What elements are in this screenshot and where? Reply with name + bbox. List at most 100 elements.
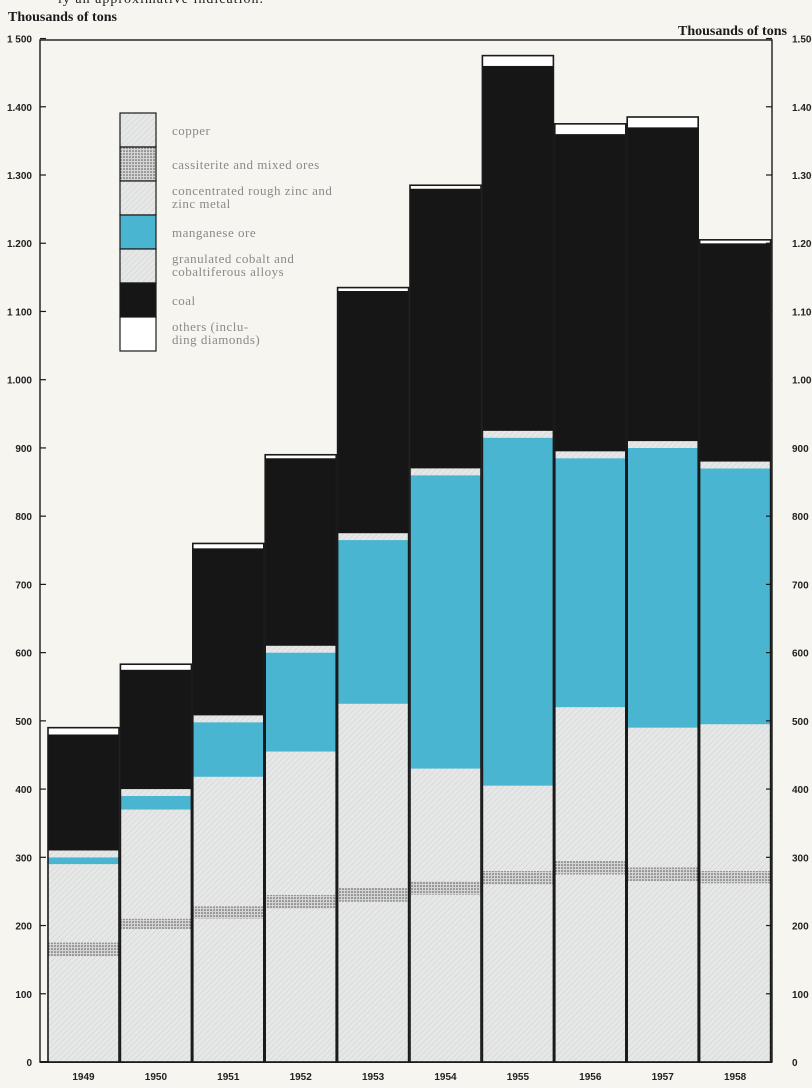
bar-segment-cassiterite-1951	[192, 906, 264, 919]
y-tick-label-right: 400	[792, 785, 809, 796]
bar-stack-1954	[409, 184, 482, 1063]
bar-segment-coal-1953	[337, 291, 409, 534]
bar-segment-copper-1950	[120, 928, 192, 1062]
bar-segment-cassiterite-1953	[337, 888, 409, 902]
y-tick-label-left: 1 100	[7, 307, 32, 318]
bar-segment-cassiterite-1955	[482, 870, 554, 885]
y-tick-label-right: 1.200	[792, 239, 812, 250]
bar-segment-others-1956	[554, 123, 626, 135]
bar-segment-cassiterite-1958	[699, 870, 771, 884]
legend-label-line: others (inclu-	[172, 319, 249, 334]
bar-segment-manganese-1953	[337, 540, 409, 704]
legend-label-line: coal	[172, 293, 196, 308]
bar-segment-manganese-1949	[48, 857, 119, 865]
bar-segment-cobalt-1957	[627, 441, 699, 448]
bar-outline-1956	[553, 123, 627, 1063]
x-tick-label-1949: 1949	[72, 1072, 95, 1083]
bar-outline-1958	[698, 239, 772, 1063]
bar-segment-zinc-1951	[192, 776, 264, 907]
bar-segment-coal-1954	[410, 188, 481, 469]
legend-label-line: copper	[172, 123, 211, 138]
legend-label-line: cassiterite and mixed ores	[172, 157, 320, 172]
y-tick-label-left: 1.400	[7, 103, 32, 114]
legend-swatch-cobalt	[119, 248, 157, 284]
bar-segment-copper-1949	[48, 956, 119, 1062]
bar-stack-1949	[47, 726, 120, 1063]
bar-segment-others-1954	[410, 185, 481, 189]
bar-outline-1953	[336, 286, 410, 1063]
bar-segment-copper-1956	[554, 874, 626, 1062]
bar-segment-manganese-1956	[554, 458, 626, 708]
x-tick-label-1950: 1950	[145, 1072, 168, 1083]
y-tick-label-right: 0	[792, 1058, 798, 1069]
legend-swatch-manganese	[119, 214, 157, 250]
y-tick-label-right: 900	[792, 444, 809, 455]
bar-stack-1958	[698, 239, 772, 1063]
bar-segment-others-1951	[192, 543, 264, 549]
x-tick-label-1953: 1953	[362, 1072, 385, 1083]
y-tick-label-right: 600	[792, 649, 809, 660]
legend-swatch-others	[119, 316, 157, 352]
bar-segment-zinc-1956	[554, 707, 626, 861]
bar-segment-copper-1952	[265, 908, 337, 1062]
bar-stack-1950	[119, 663, 193, 1063]
y-tick-label-left: 1.300	[7, 171, 32, 182]
bar-segment-cobalt-1951	[192, 715, 264, 723]
bar-segment-zinc-1958	[699, 724, 771, 871]
bar-segment-zinc-1950	[120, 809, 192, 919]
bar-segment-manganese-1951	[192, 722, 264, 777]
bar-segment-copper-1953	[337, 901, 409, 1062]
bar-segment-others-1950	[120, 664, 192, 670]
bar-stack-1951	[192, 542, 265, 1063]
bar-stack-1953	[336, 286, 410, 1063]
bar-segment-others-1957	[627, 117, 699, 128]
legend-label-zinc: concentrated rough zinc and zinc metal	[172, 183, 332, 211]
bar-segment-cassiterite-1949	[48, 942, 119, 957]
bar-segment-cobalt-1953	[337, 533, 409, 541]
y-tick-label-left: 900	[15, 444, 32, 455]
bar-segment-cassiterite-1957	[627, 867, 699, 882]
bar-segment-cassiterite-1956	[554, 860, 626, 875]
y-tick-label-right: 700	[792, 580, 809, 591]
legend-label-line: cobaltiferous alloys	[172, 264, 284, 279]
legend-label-copper: copper	[172, 123, 211, 138]
y-tick-label-right: 1.000	[792, 376, 812, 387]
bar-segment-manganese-1952	[265, 652, 337, 752]
y-tick-label-right: 300	[792, 853, 809, 864]
y-tick-label-right: 500	[792, 717, 809, 728]
bar-segment-cassiterite-1954	[410, 881, 481, 895]
bar-segment-manganese-1958	[699, 468, 771, 725]
bar-segment-copper-1951	[192, 918, 264, 1062]
legend-label-cassiterite: cassiterite and mixed ores	[172, 157, 320, 172]
bar-segment-cobalt-1955	[482, 430, 554, 438]
bar-segment-zinc-1957	[627, 727, 699, 868]
legend-swatch-coal	[119, 282, 157, 318]
bar-segment-others-1949	[48, 727, 119, 735]
bar-segment-coal-1951	[192, 548, 264, 716]
bar-segment-cobalt-1958	[699, 461, 771, 469]
y-tick-label-left: 1.000	[7, 376, 32, 387]
right-axis-unit-label: Thousands of tons	[678, 24, 787, 39]
legend-label-manganese: manganese ore	[172, 225, 256, 240]
top-note: ly an approximative indication.	[58, 0, 264, 8]
x-tick-label-1954: 1954	[434, 1072, 457, 1083]
x-tick-label-1952: 1952	[290, 1072, 313, 1083]
legend-swatch-zinc	[119, 180, 157, 216]
bar-segment-copper-1954	[410, 894, 481, 1062]
bar-segment-coal-1958	[699, 243, 771, 462]
y-tick-label-left: 1 500	[7, 35, 32, 46]
bar-outline-1957	[626, 116, 700, 1063]
bar-segment-manganese-1955	[482, 437, 554, 786]
bar-segment-cassiterite-1952	[265, 894, 337, 909]
legend-label-line: granulated cobalt and	[172, 251, 294, 266]
bar-outline-1949	[47, 726, 120, 1063]
y-tick-label-right: 1.400	[792, 103, 812, 114]
bar-segment-others-1955	[482, 55, 554, 66]
bar-segment-coal-1957	[627, 127, 699, 442]
bar-segment-cobalt-1952	[265, 645, 337, 653]
bar-segment-coal-1955	[482, 65, 554, 431]
y-tick-label-left: 300	[15, 853, 32, 864]
bar-outline-1951	[192, 542, 265, 1063]
bar-segment-coal-1956	[554, 134, 626, 452]
